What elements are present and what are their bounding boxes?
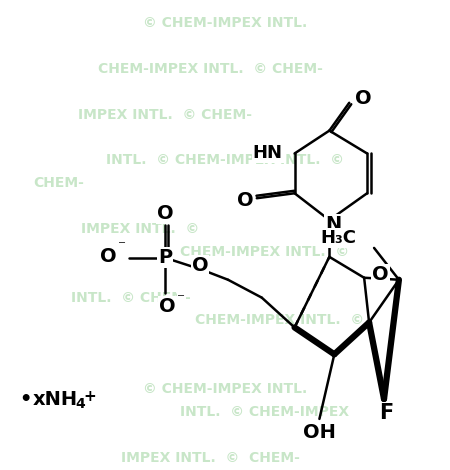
Text: H₃C: H₃C (320, 229, 356, 247)
Text: O: O (355, 89, 371, 108)
Text: O: O (372, 265, 389, 284)
Text: IMPEX INTL.  ©: IMPEX INTL. © (81, 222, 200, 236)
Text: IMPEX INTL.  ©  CHEM-: IMPEX INTL. © CHEM- (121, 451, 300, 465)
Text: xNH: xNH (33, 390, 78, 408)
Text: O: O (192, 256, 208, 275)
Text: OH: OH (303, 423, 336, 442)
Text: O: O (100, 247, 117, 266)
Text: IMPEX INTL.  © CHEM-: IMPEX INTL. © CHEM- (78, 108, 252, 122)
Text: © CHEM-IMPEX INTL.: © CHEM-IMPEX INTL. (143, 16, 307, 30)
Text: •: • (19, 390, 32, 408)
Text: P: P (158, 248, 172, 267)
Text: 4: 4 (75, 397, 85, 411)
Text: O: O (157, 204, 174, 223)
Text: CHEM-IMPEX INTL.  ©: CHEM-IMPEX INTL. © (180, 245, 349, 259)
Text: INTL.  © CHEM-IMPEX: INTL. © CHEM-IMPEX (180, 405, 349, 419)
Text: INTL.  © CHEM-: INTL. © CHEM- (71, 290, 190, 305)
Text: N: N (325, 215, 342, 234)
Text: ⁻: ⁻ (117, 238, 126, 253)
Text: CHEM-IMPEX INTL.  ©: CHEM-IMPEX INTL. © (195, 313, 364, 328)
Text: CHEM-: CHEM- (34, 176, 85, 190)
Text: F: F (379, 403, 393, 423)
Text: +: + (83, 389, 96, 404)
Text: O: O (159, 297, 176, 316)
Text: HN: HN (252, 144, 283, 163)
Text: INTL.  © CHEM-IMPEX INTL.  ©: INTL. © CHEM-IMPEX INTL. © (106, 153, 344, 167)
Text: O: O (237, 191, 253, 210)
Text: © CHEM-IMPEX INTL.: © CHEM-IMPEX INTL. (143, 382, 307, 396)
Text: CHEM-IMPEX INTL.  © CHEM-: CHEM-IMPEX INTL. © CHEM- (98, 62, 323, 76)
Text: ⁻: ⁻ (177, 291, 185, 306)
